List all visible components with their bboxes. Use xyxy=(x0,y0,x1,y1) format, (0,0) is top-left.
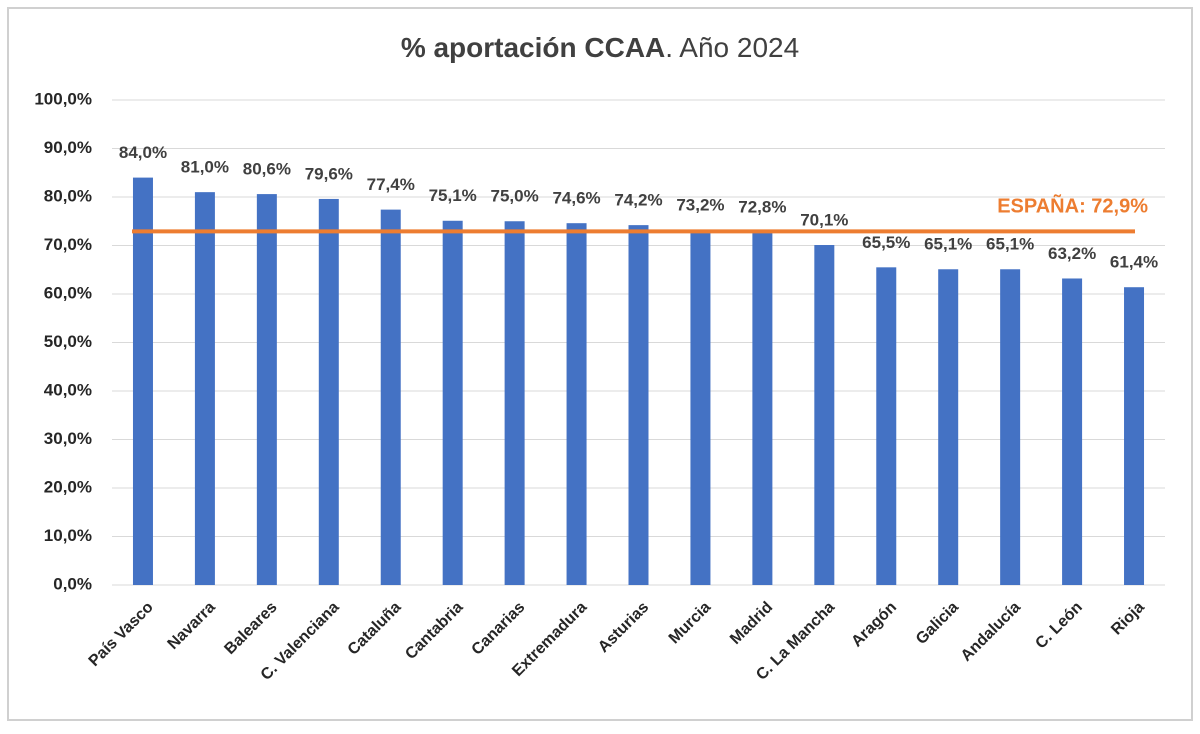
value-label: 74,2% xyxy=(614,191,662,210)
y-tick-label: 20,0% xyxy=(44,477,92,496)
y-tick-label: 40,0% xyxy=(44,380,92,399)
bar xyxy=(876,267,897,585)
bar xyxy=(1124,287,1145,585)
y-tick-label: 70,0% xyxy=(44,235,92,254)
bar xyxy=(628,225,649,585)
y-tick-label: 50,0% xyxy=(44,332,92,351)
chart-title: % aportación CCAA. Año 2024 xyxy=(401,32,799,63)
bar xyxy=(380,209,401,586)
value-label: 77,4% xyxy=(367,175,415,194)
title-bold: % aportación CCAA xyxy=(401,32,665,63)
value-label: 80,6% xyxy=(243,160,291,179)
value-label: 79,6% xyxy=(305,164,353,183)
bar xyxy=(814,245,835,585)
bar xyxy=(256,194,277,585)
value-label: 74,6% xyxy=(552,189,600,208)
y-tick-label: 60,0% xyxy=(44,283,92,302)
y-tick-label: 90,0% xyxy=(44,138,92,157)
bar xyxy=(938,269,959,585)
y-tick-label: 30,0% xyxy=(44,429,92,448)
value-label: 65,1% xyxy=(986,235,1034,254)
value-label: 72,8% xyxy=(738,197,786,216)
bar xyxy=(504,221,525,585)
reference-label: ESPAÑA: 72,9% xyxy=(997,195,1148,218)
bar xyxy=(442,220,463,585)
value-label: 73,2% xyxy=(676,195,724,214)
bar xyxy=(1062,278,1083,585)
y-tick-label: 0,0% xyxy=(53,574,92,593)
bar xyxy=(690,229,711,586)
value-label: 61,4% xyxy=(1110,253,1158,272)
y-tick-label: 10,0% xyxy=(44,526,92,545)
y-tick-label: 80,0% xyxy=(44,186,92,205)
bar xyxy=(318,198,339,585)
value-label: 65,1% xyxy=(924,235,972,254)
bar xyxy=(566,223,587,585)
value-label: 70,1% xyxy=(800,210,848,229)
y-tick-label: 100,0% xyxy=(34,89,92,108)
value-label: 75,1% xyxy=(429,186,477,205)
value-label: 65,5% xyxy=(862,233,910,252)
bar xyxy=(752,231,773,586)
value-label: 81,0% xyxy=(181,158,229,177)
bar xyxy=(194,192,215,585)
title-rest: . Año 2024 xyxy=(665,32,799,63)
bar xyxy=(1000,269,1021,585)
value-label: 75,0% xyxy=(491,187,539,206)
value-label: 84,0% xyxy=(119,143,167,162)
bar xyxy=(132,177,153,585)
value-label: 63,2% xyxy=(1048,244,1096,263)
